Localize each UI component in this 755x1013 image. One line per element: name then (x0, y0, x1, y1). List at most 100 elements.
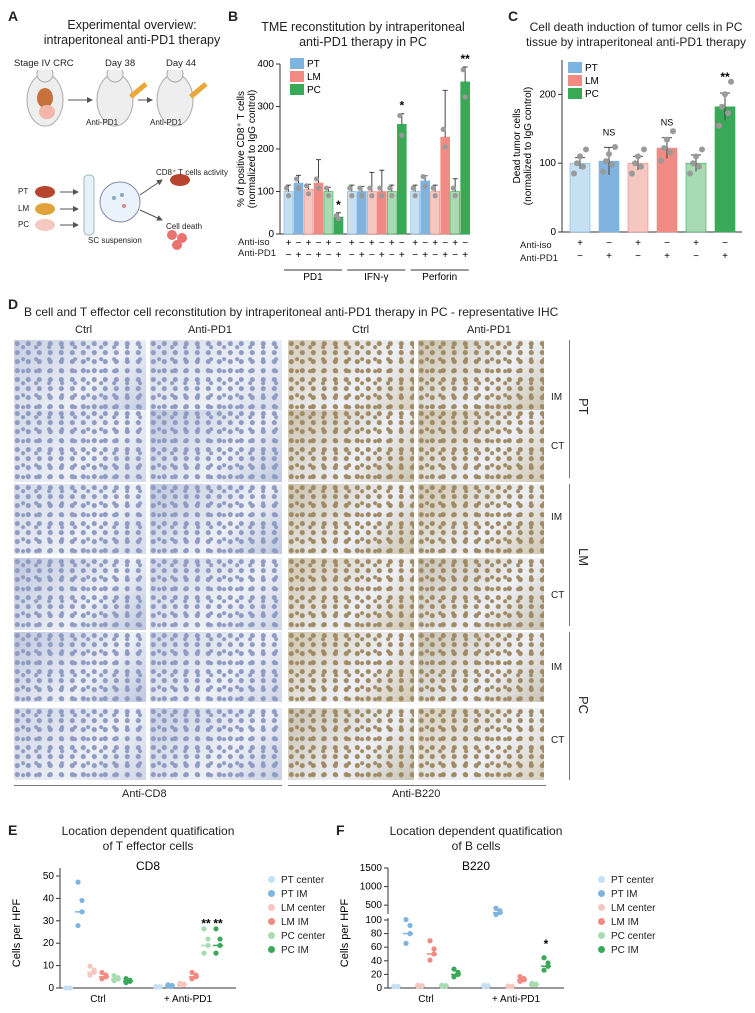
c-y-label-line1: Dead tumor cells (512, 108, 523, 183)
c-y-label-line2: (normalized to IgG control) (523, 87, 534, 205)
b-sign-iso: − (399, 238, 405, 249)
e-point (75, 922, 81, 929)
f-y-tick-label: 60 (371, 942, 383, 953)
b-sign-iso: + (369, 238, 375, 249)
c-sign-iso: + (693, 238, 699, 249)
e-y-axis-label: Cells per HPF (11, 898, 23, 967)
b-point (399, 132, 405, 138)
pc-organ-icon (35, 219, 55, 231)
e-point (111, 972, 117, 979)
b-y-tick-label: 400 (257, 59, 274, 70)
ihc-micrograph (418, 708, 544, 780)
e-point (123, 979, 129, 986)
e-point (111, 978, 117, 984)
b-sign-iso: + (432, 238, 438, 249)
legend-dot-icon (598, 946, 605, 953)
b-sign-iso: + (306, 238, 312, 249)
legend-dot-icon (268, 890, 275, 897)
ihc-micrograph (288, 410, 414, 482)
e-legend-label: PC center (281, 931, 326, 942)
f-y-tick-label: 1500 (360, 863, 383, 874)
panel-b-letter: B (228, 8, 239, 24)
f-legend-item: PT IM (598, 888, 655, 902)
f-significance: * (544, 937, 549, 951)
drug-label-1: Anti-PD1 (86, 118, 119, 127)
panel-b-title-line1: TME reconstitution by intraperitoneal (261, 20, 465, 34)
c-sign-iso: − (722, 238, 728, 249)
c-point (693, 153, 699, 160)
b-sign-iso: + (349, 238, 355, 249)
e-point (157, 984, 163, 990)
e-point (177, 980, 183, 986)
b-sign-pd1: + (316, 250, 322, 261)
b-point (295, 185, 302, 191)
ihc-micrograph (14, 558, 146, 630)
c-point (609, 161, 615, 168)
b-point (349, 193, 355, 199)
f-y-axis-label: Cells per HPF (339, 898, 351, 967)
dish-icon (99, 181, 141, 223)
f-point (431, 946, 437, 952)
b-group-label: IFN-γ (364, 272, 388, 283)
e-y-tick-label: 20 (43, 938, 55, 949)
e-point (87, 972, 93, 978)
legend-dot-icon (268, 904, 275, 911)
c-point (641, 146, 647, 153)
f-legend-label: LM center (611, 903, 656, 914)
legend-dot-icon (268, 876, 275, 883)
ihc-micrograph (418, 632, 544, 702)
ihc-micrograph (150, 484, 282, 554)
anti-b220-label: Anti-B220 (392, 788, 441, 800)
f-point (481, 982, 487, 988)
c-y-axis-label: Dead tumor cells(normalized to IgG contr… (512, 87, 534, 205)
b-point (430, 185, 436, 191)
e-point (99, 969, 105, 976)
ihc-micrograph (14, 484, 146, 554)
b-point (377, 185, 383, 191)
e-y-tick-label: 50 (43, 871, 55, 882)
legend-dot-icon (268, 918, 275, 925)
legend-dot-icon (598, 918, 605, 925)
f-legend-label: PT IM (611, 889, 638, 900)
e-point (205, 936, 211, 942)
c-point (638, 163, 644, 170)
anti-cd8-label: Anti-CD8 (122, 788, 167, 800)
c-point (632, 160, 638, 167)
b-point (422, 183, 428, 189)
lm-organ-icon (35, 203, 55, 215)
c-sign-pd1: − (577, 251, 583, 262)
e-point (189, 976, 195, 982)
c-point (612, 143, 618, 150)
e-point (217, 942, 223, 949)
b-sign-pd1: − (306, 250, 312, 261)
c-legend-label: LM (585, 76, 599, 87)
c-point (583, 146, 589, 153)
f-point (493, 911, 499, 918)
panel-b-title-line2: anti-PD1 therapy in PC (299, 35, 427, 49)
ihc-micrograph (150, 340, 282, 410)
b-point (462, 94, 468, 100)
e-legend-item: LM center (268, 902, 325, 916)
b-y-tick-label: 200 (257, 144, 274, 155)
legend-dot-icon (598, 890, 605, 897)
b-point (452, 193, 458, 199)
chart-e: 0 10 20 30 40 50 Cells per HPF CD8 Ctrl + Anti-PD… (11, 860, 236, 1005)
e-point (205, 942, 211, 949)
b-row-label-iso: Anti-iso (238, 237, 270, 248)
b-y-label-line2: (normalized to IgG control) (247, 90, 258, 208)
cd8-activity-label: CD8⁺ T cells activity (156, 168, 228, 177)
e-legend-item: PC center (268, 930, 325, 944)
b-point (315, 185, 322, 191)
b-group-label: Perforin (422, 272, 457, 283)
e-legend-label: PT IM (281, 889, 308, 900)
b-sign-pd1: + (336, 250, 342, 261)
b-sign-pd1: − (452, 250, 458, 261)
f-legend-item: PT center (598, 874, 655, 888)
f-point (541, 967, 547, 973)
pt-organ-icon (35, 186, 55, 198)
e-point (201, 950, 207, 956)
e-point (123, 976, 129, 982)
b-sign-iso: − (379, 238, 385, 249)
b-legend-label: LM (307, 72, 321, 83)
b-y-label-line1: % of positive CD8⁺ T cells (236, 91, 247, 207)
